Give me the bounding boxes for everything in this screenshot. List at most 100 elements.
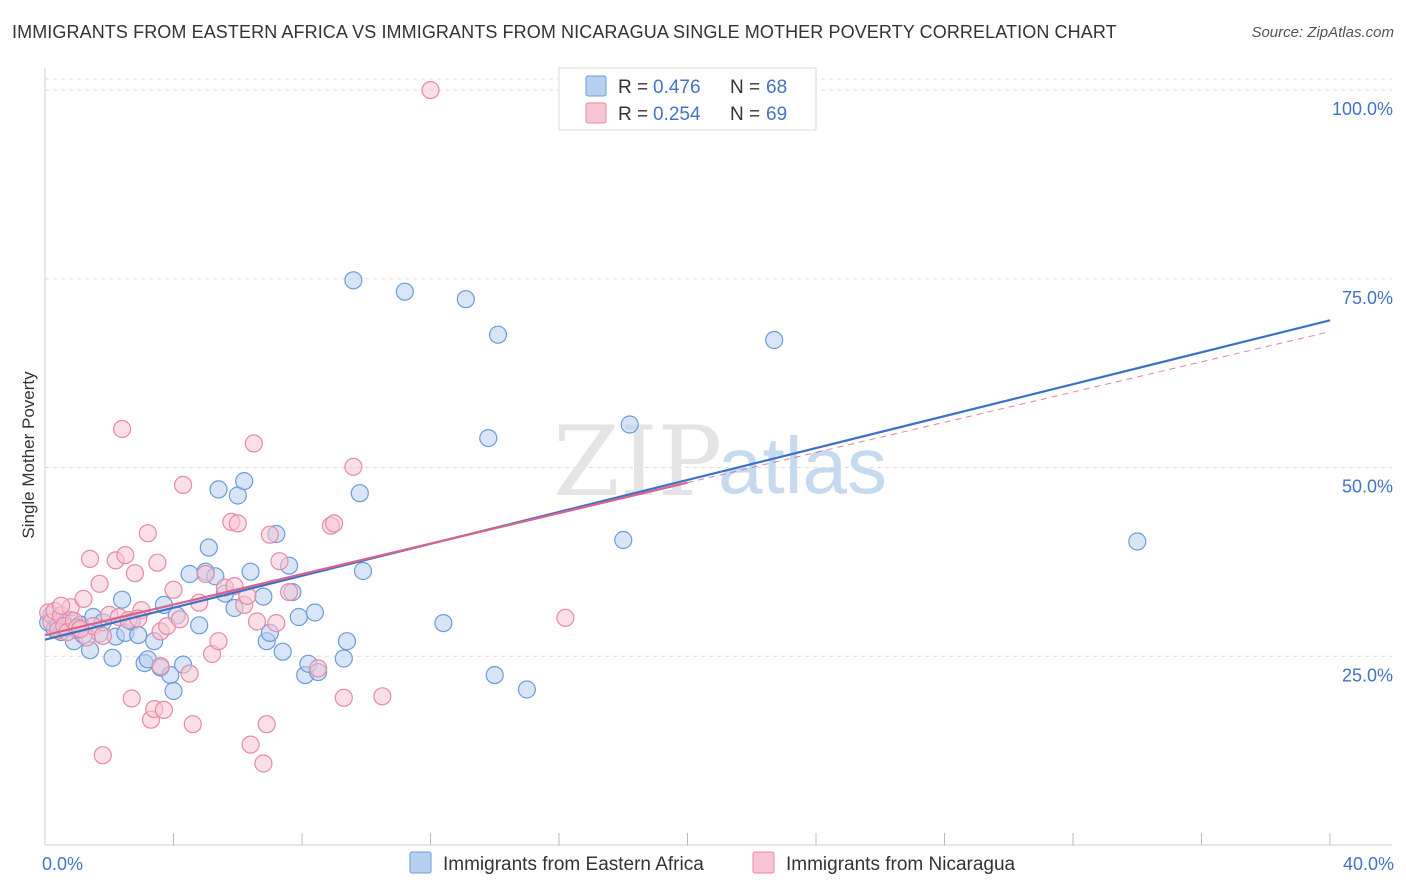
legend-r-value-1: 0.254 <box>653 104 701 125</box>
nicaragua-point-45 <box>244 434 263 453</box>
watermark: ZIP atlas <box>553 406 887 518</box>
eastern-africa-point-57 <box>350 484 369 503</box>
eastern-africa-point-67 <box>620 415 639 434</box>
trend-lines <box>44 319 1331 641</box>
nicaragua-point-61 <box>93 746 112 765</box>
eastern-africa-point-34 <box>199 538 218 557</box>
eastern-africa-point-28 <box>164 681 183 701</box>
nicaragua-point-57 <box>373 687 392 706</box>
nicaragua-point-31 <box>164 580 183 599</box>
eastern-africa-point-55 <box>337 632 357 651</box>
nicaragua-point-58 <box>421 80 440 100</box>
bottom-legend-label-nicaragua: Immigrants from Nicaragua <box>786 854 1016 875</box>
legend-n-value-0: 68 <box>766 77 787 98</box>
axes <box>44 68 1392 846</box>
nicaragua-point-20 <box>116 545 135 565</box>
eastern-africa-point-16 <box>103 648 122 667</box>
trend-line-nicaragua-extrapolated <box>687 331 1331 484</box>
nicaragua-point-52 <box>309 659 328 678</box>
nicaragua-point-12 <box>80 549 100 569</box>
nicaragua-point-22 <box>125 564 144 583</box>
nicaragua-point-19 <box>112 419 132 439</box>
eastern-africa-point-64 <box>488 325 508 344</box>
nicaragua-point-15 <box>93 626 112 646</box>
nicaragua-point-68 <box>247 612 267 631</box>
nicaragua-point-51 <box>280 582 299 602</box>
legend-n-label-1: N = <box>730 104 760 125</box>
nicaragua-point-59 <box>556 608 575 627</box>
legend-r-label-1: R = <box>618 104 648 125</box>
nicaragua-point-36 <box>196 564 215 584</box>
trend-line-eastern-africa <box>44 319 1331 641</box>
legend-r-value-0: 0.476 <box>653 77 701 98</box>
nicaragua-point-10 <box>74 589 93 609</box>
eastern-africa-point-68 <box>765 330 784 350</box>
bottom-legend-swatch-eastern-africa <box>409 851 432 874</box>
nicaragua-point-38 <box>209 632 228 651</box>
eastern-africa-point-49 <box>289 607 308 627</box>
nicaragua-point-29 <box>154 700 173 720</box>
x-tick-label-0: 0.0% <box>42 854 83 874</box>
eastern-africa-point-65 <box>517 680 537 699</box>
eastern-africa-point-32 <box>190 616 209 635</box>
nicaragua-point-54 <box>325 514 344 533</box>
eastern-africa-point-46 <box>273 642 292 661</box>
eastern-africa-point-40 <box>235 472 254 491</box>
trend-line-nicaragua <box>44 481 688 637</box>
eastern-africa-point-31 <box>180 564 199 584</box>
nicaragua-point-62 <box>51 596 71 615</box>
nicaragua-point-49 <box>267 613 286 633</box>
eastern-africa-point-59 <box>395 282 414 301</box>
eastern-africa-point-56 <box>344 271 363 290</box>
nicaragua-point-47 <box>257 715 276 734</box>
nicaragua-point-55 <box>334 688 353 707</box>
nicaragua-point-24 <box>138 524 157 543</box>
bottom-legend: Immigrants from Eastern Africa Immigrant… <box>409 851 1016 875</box>
y-tick-label-3: 100.0% <box>1332 99 1393 119</box>
eastern-africa-point-36 <box>209 480 228 499</box>
nicaragua-point-32 <box>174 475 193 494</box>
eastern-africa-point-63 <box>485 665 504 685</box>
nicaragua-point-50 <box>270 552 289 571</box>
nicaragua-point-60 <box>122 689 141 708</box>
x-tick-labels: 0.0% 40.0% <box>42 854 1394 874</box>
eastern-africa-point-60 <box>434 613 453 633</box>
eastern-africa-point-21 <box>129 625 148 645</box>
eastern-africa-point-62 <box>479 429 498 448</box>
y-tick-label-2: 75.0% <box>1342 288 1393 308</box>
nicaragua-point-56 <box>344 457 363 476</box>
nicaragua-point-44 <box>241 735 260 754</box>
bottom-legend-swatch-nicaragua <box>752 851 775 874</box>
legend-n-value-1: 69 <box>766 104 787 125</box>
source-credit: Source: ZipAtlas.com <box>1251 24 1394 41</box>
eastern-africa-point-66 <box>614 530 633 550</box>
nicaragua-point-63 <box>170 610 189 629</box>
y-axis-label: Single Mother Poverty <box>19 371 38 539</box>
nicaragua-point-41 <box>228 514 247 533</box>
nicaragua-point-48 <box>260 525 279 544</box>
legend-swatch-eastern-africa <box>585 75 607 97</box>
top-legend: R = 0.476 N = 68 R = 0.254 N = 69 <box>558 67 817 131</box>
series-nicaragua-points <box>39 80 575 773</box>
eastern-africa-point-52 <box>305 603 324 622</box>
eastern-africa-point-42 <box>254 587 273 606</box>
eastern-africa-point-69 <box>1128 532 1147 551</box>
eastern-africa-point-18 <box>112 590 132 609</box>
chart-title: IMMIGRANTS FROM EASTERN AFRICA VS IMMIGR… <box>12 22 1117 42</box>
legend-n-label-0: N = <box>730 77 760 98</box>
nicaragua-point-27 <box>148 553 167 572</box>
legend-swatch-nicaragua <box>585 102 607 124</box>
nicaragua-point-14 <box>90 574 109 593</box>
y-tick-label-1: 50.0% <box>1342 477 1393 497</box>
nicaragua-point-34 <box>183 715 202 734</box>
y-tick-label-0: 25.0% <box>1342 665 1393 685</box>
nicaragua-point-33 <box>180 664 199 683</box>
nicaragua-point-65 <box>151 656 170 676</box>
y-tick-labels: 25.0% 50.0% 75.0% 100.0% <box>1332 99 1393 685</box>
eastern-africa-point-58 <box>353 561 373 581</box>
eastern-africa-point-61 <box>456 290 475 309</box>
eastern-africa-point-54 <box>334 649 353 668</box>
nicaragua-point-46 <box>254 754 273 773</box>
bottom-legend-label-eastern-africa: Immigrants from Eastern Africa <box>443 854 704 875</box>
